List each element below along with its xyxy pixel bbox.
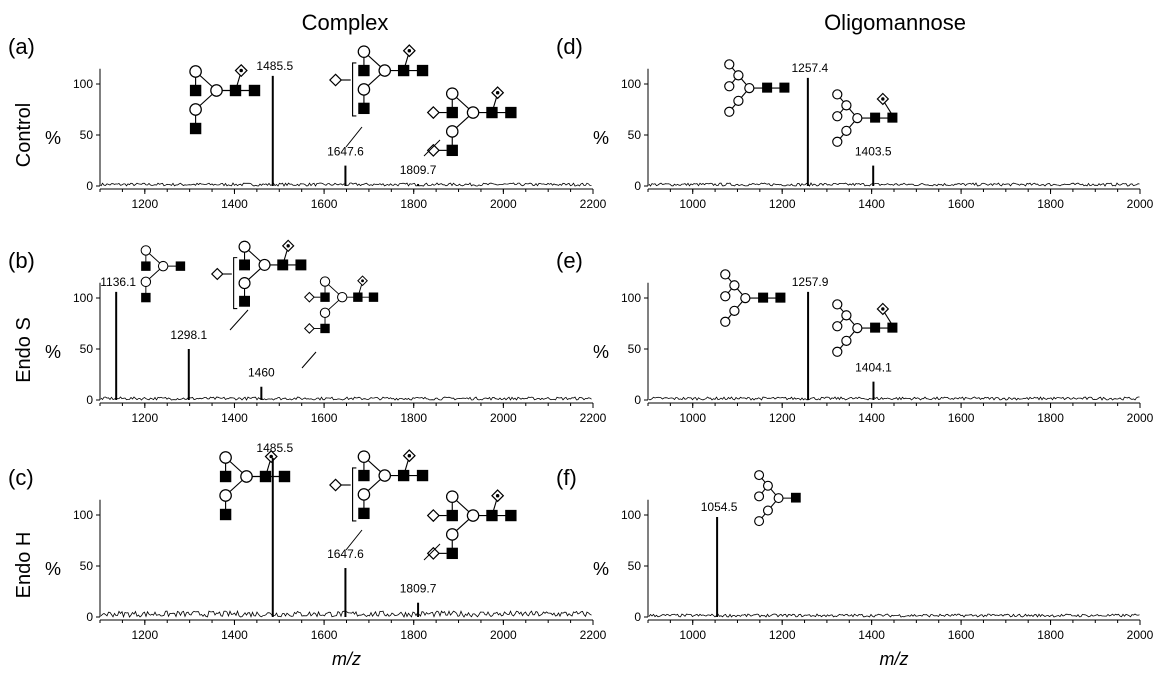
peak-label: 1809.7	[400, 582, 437, 596]
panel-label: (e)	[556, 248, 583, 273]
panel-label: (c)	[8, 465, 34, 490]
y-tick-label: 0	[634, 393, 641, 407]
baseline-noise	[648, 182, 1140, 187]
x-tick-label: 1200	[131, 628, 158, 642]
peak-label: 1257.9	[792, 275, 829, 289]
panel-label: (f)	[556, 465, 577, 490]
y-tick-label: 0	[634, 179, 641, 193]
baseline-noise	[649, 396, 1140, 401]
peak-label: 1403.5	[855, 145, 892, 159]
x-tick-label: 2000	[1127, 628, 1154, 642]
y-axis-label: %	[45, 342, 61, 362]
x-tick-label: 1200	[769, 628, 796, 642]
x-tick-label: 1000	[679, 628, 706, 642]
x-tick-label: 1800	[400, 197, 427, 211]
x-tick-label: 1400	[221, 411, 248, 425]
y-tick-label: 0	[86, 179, 93, 193]
y-tick-label: 100	[73, 77, 93, 91]
peak-label: 1647.6	[327, 145, 364, 159]
x-tick-label: 1400	[221, 197, 248, 211]
y-tick-label: 50	[628, 559, 642, 573]
panel-label: (d)	[556, 34, 583, 59]
peak-label: 1485.5	[256, 441, 293, 455]
column-title: Complex	[302, 10, 389, 35]
x-tick-label: 2200	[580, 411, 607, 425]
x-tick-label: 2200	[580, 628, 607, 642]
y-tick-label: 0	[634, 610, 641, 624]
x-tick-label: 1800	[1037, 197, 1064, 211]
baseline-noise	[648, 613, 1140, 618]
x-tick-label: 1400	[858, 197, 885, 211]
y-tick-label: 100	[621, 77, 641, 91]
x-tick-label: 2000	[490, 411, 517, 425]
y-axis-label: %	[45, 128, 61, 148]
row-label: Endo H	[13, 532, 35, 599]
x-tick-label: 1800	[400, 628, 427, 642]
x-tick-label: 1400	[858, 411, 885, 425]
y-axis-label: %	[45, 559, 61, 579]
x-tick-label: 1800	[400, 411, 427, 425]
x-tick-label: 1400	[858, 628, 885, 642]
x-tick-label: 2000	[490, 628, 517, 642]
x-tick-label: 2200	[580, 197, 607, 211]
peak-label: 1485.5	[256, 59, 293, 73]
row-label: Control	[13, 103, 35, 167]
y-tick-label: 50	[80, 342, 94, 356]
y-tick-label: 100	[621, 508, 641, 522]
y-tick-label: 100	[621, 291, 641, 305]
x-tick-label: 1600	[948, 411, 975, 425]
x-tick-label: 1600	[948, 197, 975, 211]
glycan-icons	[140, 45, 897, 561]
x-axis-label: m/z	[332, 649, 361, 669]
x-tick-label: 1600	[311, 411, 338, 425]
x-axis-label: m/z	[880, 649, 909, 669]
panel-label: (a)	[8, 34, 35, 59]
y-tick-label: 50	[80, 128, 94, 142]
panel-label: (b)	[8, 248, 35, 273]
peak-label: 1460	[248, 366, 275, 380]
peak-label: 1404.1	[855, 361, 892, 375]
x-tick-label: 1800	[1037, 411, 1064, 425]
peak-label: 1054.5	[701, 500, 738, 514]
y-axis-label: %	[593, 559, 609, 579]
column-title: Oligomannose	[824, 10, 966, 35]
x-tick-label: 1600	[311, 197, 338, 211]
y-tick-label: 0	[86, 393, 93, 407]
x-tick-label: 2000	[1127, 197, 1154, 211]
y-tick-label: 50	[80, 559, 94, 573]
x-tick-label: 1600	[948, 628, 975, 642]
x-tick-label: 1000	[679, 411, 706, 425]
peak-label: 1298.1	[170, 328, 207, 342]
x-tick-label: 1200	[131, 197, 158, 211]
x-tick-label: 1800	[1037, 628, 1064, 642]
peak-label: 1257.4	[792, 61, 829, 75]
peak-label: 1136.1	[100, 275, 136, 289]
peak-label: 1647.6	[327, 547, 364, 561]
y-tick-label: 0	[86, 610, 93, 624]
x-tick-label: 2000	[1127, 411, 1154, 425]
y-tick-label: 100	[73, 508, 93, 522]
x-tick-label: 1600	[311, 628, 338, 642]
x-tick-label: 1000	[679, 197, 706, 211]
x-tick-label: 1200	[769, 197, 796, 211]
x-tick-label: 1200	[769, 411, 796, 425]
y-tick-label: 50	[628, 342, 642, 356]
baseline-noise	[100, 396, 592, 401]
x-tick-label: 1400	[221, 628, 248, 642]
y-tick-label: 50	[628, 128, 642, 142]
x-tick-label: 2000	[490, 197, 517, 211]
row-label: Endo S	[13, 317, 35, 383]
y-tick-label: 100	[73, 291, 93, 305]
y-axis-label: %	[593, 342, 609, 362]
y-axis-label: %	[593, 128, 609, 148]
peak-label: 1809.7	[400, 163, 437, 177]
x-tick-label: 1200	[131, 411, 158, 425]
